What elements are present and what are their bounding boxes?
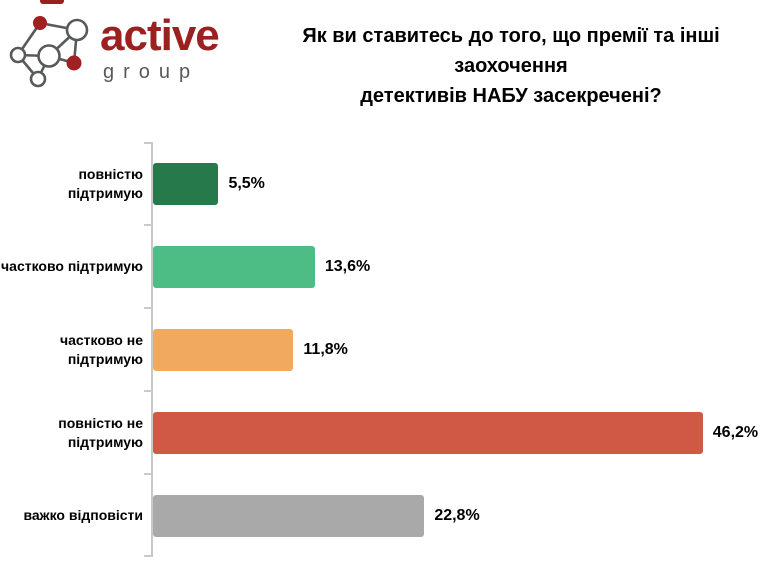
chart-row-partly-not-support: частково не підтримую 11,8% xyxy=(0,308,780,391)
value-label: 5,5% xyxy=(228,174,265,192)
y-axis-line xyxy=(151,142,153,557)
logo-node-red-right xyxy=(66,55,82,71)
bar-track: 22,8% xyxy=(153,474,780,557)
value-label: 13,6% xyxy=(324,257,371,275)
bar-track: 46,2% xyxy=(153,391,780,474)
bar-partly-not-support xyxy=(153,328,294,371)
brand-name: active xyxy=(100,11,220,60)
crop-artifact-mark xyxy=(40,0,64,4)
logo-node-left xyxy=(9,46,27,64)
bar-fully-support xyxy=(153,162,219,205)
chart-row-partly-support: частково підтримую 13,6% xyxy=(0,225,780,308)
axis-tick xyxy=(144,142,152,144)
logo-node-center xyxy=(37,44,61,68)
logo-node-topright xyxy=(65,18,89,42)
value-label: 46,2% xyxy=(712,423,759,441)
bar-fully-not-support xyxy=(153,411,703,454)
category-label: повністю не підтримую xyxy=(58,414,143,450)
axis-tick xyxy=(144,307,152,309)
bar-track: 13,6% xyxy=(153,225,780,308)
category-label: повністю підтримую xyxy=(67,165,143,201)
value-label: 22,8% xyxy=(434,506,480,524)
bar-track: 11,8% xyxy=(153,308,780,391)
axis-tick xyxy=(144,390,152,392)
bar-partly-support xyxy=(153,245,315,288)
logo-node-bottom xyxy=(29,70,47,88)
value-label: 11,8% xyxy=(303,340,348,358)
active-group-logo: active group xyxy=(8,6,248,101)
axis-tick xyxy=(144,555,152,557)
bar-hard-to-answer xyxy=(153,494,425,537)
category-label: частково не підтримую xyxy=(59,331,143,367)
bar-track: 5,5% xyxy=(153,142,780,225)
axis-tick xyxy=(144,224,152,226)
category-label: важко відповісти xyxy=(23,507,143,524)
chart-row-fully-not-support: повністю не підтримую 46,2% xyxy=(0,391,780,474)
axis-tick xyxy=(144,473,152,475)
logo-node-red-top xyxy=(33,16,47,30)
chart-row-fully-support: повністю підтримую 5,5% xyxy=(0,142,780,225)
logo-text: active group xyxy=(100,11,240,83)
network-nodes-icon xyxy=(9,16,89,88)
brand-subname: group xyxy=(103,61,200,83)
bar-chart: повністю підтримую 5,5% частково підтрим… xyxy=(0,142,780,557)
chart-title: Як ви ставитесь до того, що премії та ін… xyxy=(302,25,720,107)
category-label: частково підтримую xyxy=(1,258,143,275)
chart-row-hard-to-answer: важко відповісти 22,8% xyxy=(0,474,780,557)
